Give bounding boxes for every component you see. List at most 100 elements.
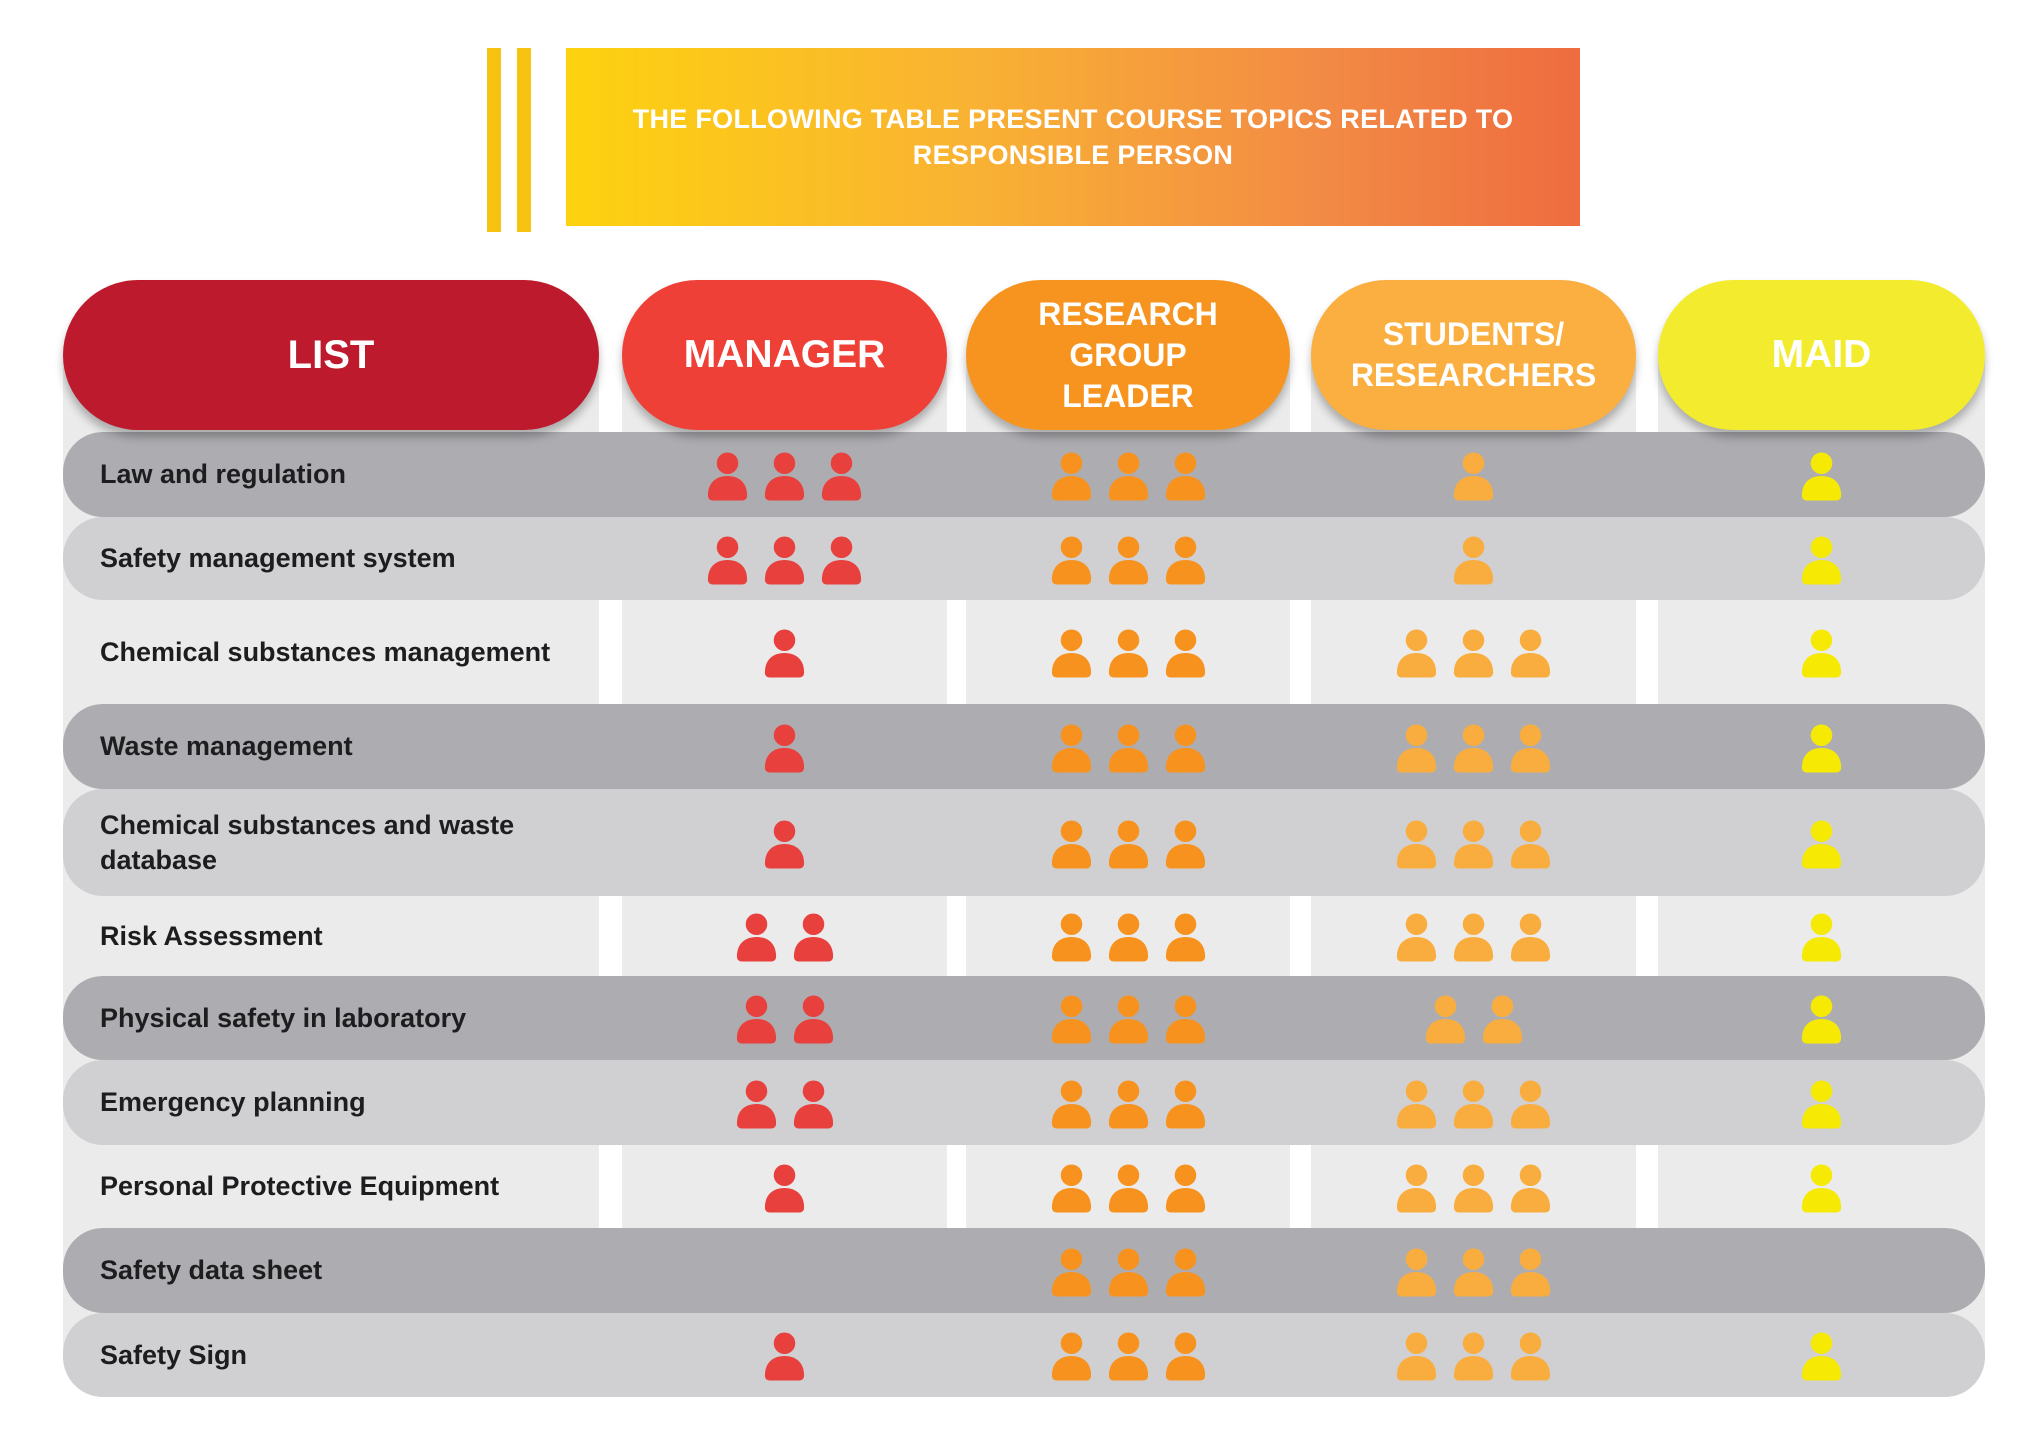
row-topic-label: Chemical substances and waste database <box>100 809 515 875</box>
banner-title: THE FOLLOWING TABLE PRESENT COURSE TOPIC… <box>632 104 1514 170</box>
person-icon <box>1105 992 1152 1044</box>
row-topic-label: Waste management <box>100 731 353 761</box>
person-icon <box>1393 626 1440 678</box>
person-icon <box>1393 910 1440 962</box>
person-icon <box>1105 533 1152 585</box>
cell-maid <box>1658 789 1985 896</box>
person-icon <box>1105 721 1152 773</box>
cell-maid <box>1658 896 1985 976</box>
cell-leader <box>966 1060 1290 1145</box>
person-icon <box>790 992 837 1044</box>
person-icon <box>1162 817 1209 869</box>
cell-manager <box>622 789 947 896</box>
person-icon <box>1798 1329 1845 1381</box>
cell-maid <box>1658 704 1985 789</box>
title-banner: THE FOLLOWING TABLE PRESENT COURSE TOPIC… <box>566 48 1580 226</box>
person-icon <box>1507 1077 1554 1129</box>
table-row-band <box>63 517 1985 600</box>
header-list: LIST <box>63 280 599 430</box>
person-icon <box>733 910 780 962</box>
person-icon <box>761 721 808 773</box>
row-topic-label: Safety data sheet <box>100 1255 323 1285</box>
table-row-band <box>63 1228 1985 1313</box>
row-topic-label: Physical safety in laboratory <box>100 1002 467 1033</box>
person-icon <box>761 1329 808 1381</box>
person-icon <box>1162 1329 1209 1381</box>
person-icon <box>1048 1161 1095 1213</box>
person-icon <box>1450 910 1497 962</box>
table-row-band <box>63 1060 1985 1145</box>
cell-maid <box>1658 517 1985 600</box>
cell-leader <box>966 976 1290 1060</box>
person-icon <box>1393 721 1440 773</box>
person-icon <box>1450 1161 1497 1213</box>
header-research-group-leader: RESEARCH GROUP LEADER <box>966 280 1290 430</box>
cell-leader <box>966 1313 1290 1397</box>
cell-students <box>1311 432 1636 517</box>
person-icon <box>1048 721 1095 773</box>
person-icon <box>1422 992 1469 1044</box>
person-icon <box>1048 533 1095 585</box>
person-icon <box>1393 1161 1440 1213</box>
person-icon <box>1798 533 1845 585</box>
cell-students <box>1311 896 1636 976</box>
person-icon <box>790 910 837 962</box>
cell-students <box>1311 1060 1636 1145</box>
cell-manager <box>622 704 947 789</box>
person-icon <box>1105 1161 1152 1213</box>
person-icon <box>1798 1077 1845 1129</box>
cell-students <box>1311 1313 1636 1397</box>
cell-students <box>1311 704 1636 789</box>
person-icon <box>1048 1245 1095 1297</box>
cell-maid <box>1658 1228 1985 1313</box>
table-row-band <box>63 704 1985 789</box>
person-icon <box>1450 1329 1497 1381</box>
cell-maid <box>1658 600 1985 704</box>
table-row-band <box>63 1313 1985 1397</box>
person-icon <box>1105 449 1152 501</box>
table-row-band <box>63 432 1985 517</box>
person-icon <box>1162 626 1209 678</box>
person-icon <box>1048 1329 1095 1381</box>
cell-manager <box>622 976 947 1060</box>
person-icon <box>1162 449 1209 501</box>
person-icon <box>1162 533 1209 585</box>
person-icon <box>1450 626 1497 678</box>
person-icon <box>761 1161 808 1213</box>
table-row-band <box>63 789 1985 896</box>
person-icon <box>1048 992 1095 1044</box>
person-icon <box>1507 721 1554 773</box>
cell-manager <box>622 1228 947 1313</box>
cell-leader <box>966 896 1290 976</box>
person-icon <box>1105 1245 1152 1297</box>
person-icon <box>733 992 780 1044</box>
cell-students <box>1311 789 1636 896</box>
person-icon <box>761 817 808 869</box>
person-icon <box>704 533 751 585</box>
person-icon <box>1507 626 1554 678</box>
person-icon <box>1450 449 1497 501</box>
person-icon <box>790 1077 837 1129</box>
cell-students <box>1311 976 1636 1060</box>
person-icon <box>761 449 808 501</box>
person-icon <box>1798 910 1845 962</box>
person-icon <box>1479 992 1526 1044</box>
row-topic-label: Law and regulation <box>100 459 347 489</box>
person-icon <box>1162 721 1209 773</box>
person-icon <box>1048 817 1095 869</box>
row-topic-label: Emergency planning <box>100 1087 366 1117</box>
person-icon <box>1798 721 1845 773</box>
banner-accent-bars <box>487 48 533 232</box>
person-icon <box>1798 992 1845 1044</box>
row-topic-label: Safety Sign <box>100 1339 248 1370</box>
person-icon <box>1105 817 1152 869</box>
person-icon <box>1798 817 1845 869</box>
header-students-researchers: STUDENTS/ RESEARCHERS <box>1311 280 1636 430</box>
cell-manager <box>622 517 947 600</box>
cell-maid <box>1658 1313 1985 1397</box>
person-icon <box>1450 817 1497 869</box>
person-icon <box>1393 817 1440 869</box>
person-icon <box>818 533 865 585</box>
person-icon <box>1162 1161 1209 1213</box>
person-icon <box>1105 626 1152 678</box>
